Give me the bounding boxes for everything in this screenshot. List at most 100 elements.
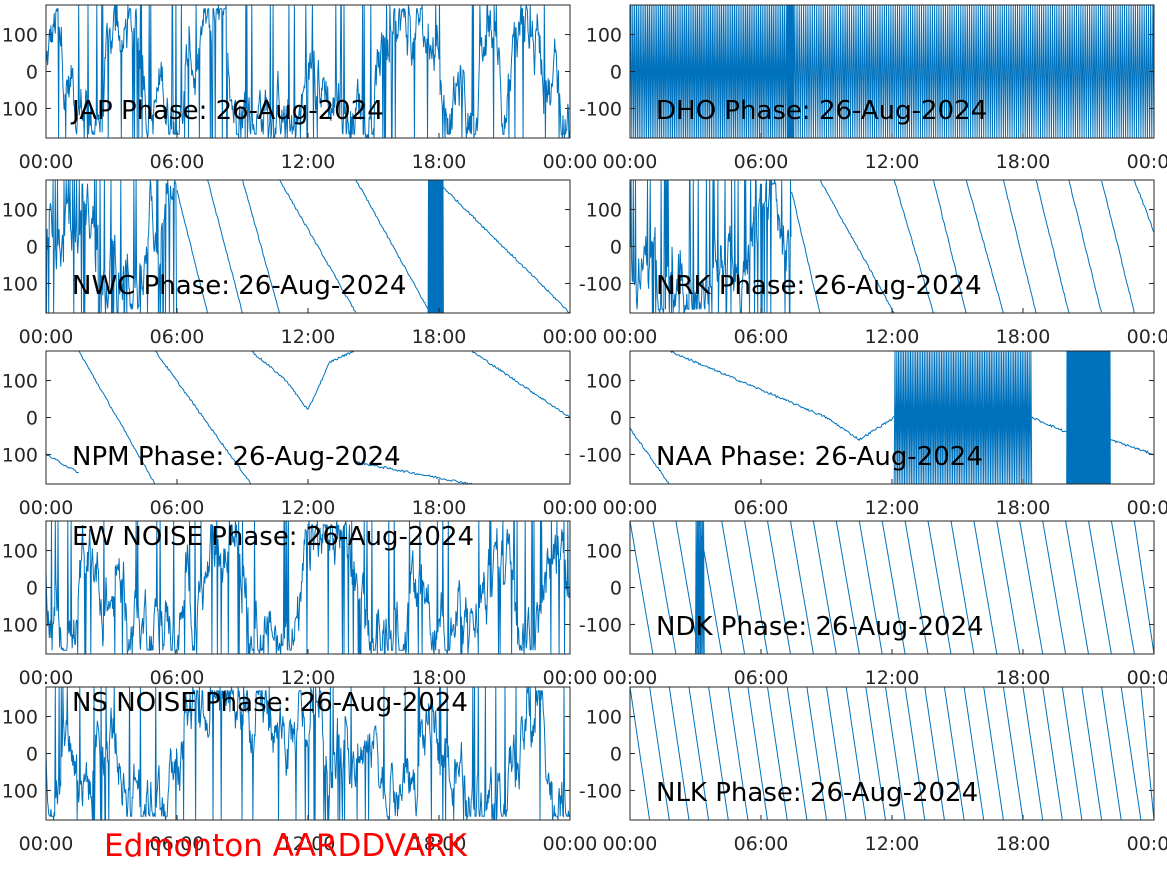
x-tick-label: 18:00 (996, 326, 1051, 348)
panel-title: NLK Phase: 26-Aug-2024 (656, 778, 978, 808)
panel-4: 100 0 -100 00:00 06:00 12:00 18:00 00:00 NRK Pha… (579, 179, 1167, 348)
x-tick-label: 18:00 (996, 151, 1051, 173)
y-tick-label: 100 (2, 541, 38, 563)
y-tick-label: -100 (579, 444, 622, 466)
x-tick-label: 06:00 (150, 667, 205, 689)
y-tick-label: 0 (610, 744, 622, 766)
x-tick-label: 18:00 (996, 833, 1051, 855)
x-tick-label: 00:00 (1127, 667, 1167, 689)
x-tick-label: 06:00 (150, 326, 205, 348)
x-tick-label: 00:00 (543, 326, 598, 348)
y-tick-label: 100 (586, 707, 622, 729)
y-tick-label: 100 (586, 200, 622, 222)
y-tick-label: -100 (579, 780, 622, 802)
panel-1: 100 0 100 00:00 06:00 12:00 18:00 00:00 JAP Phas… (2, 4, 598, 173)
y-tick-label: 0 (610, 62, 622, 84)
x-tick-label: 12:00 (865, 151, 920, 173)
x-tick-label: 06:00 (734, 667, 789, 689)
y-tick-label: 100 (2, 371, 38, 393)
x-tick-label: 06:00 (150, 497, 205, 519)
phase-trace (630, 351, 1154, 484)
x-tick-label: 06:00 (150, 833, 205, 855)
x-tick-label: 00:00 (19, 667, 74, 689)
y-tick-label: 100 (2, 707, 38, 729)
panel-title: NWC Phase: 26-Aug-2024 (72, 271, 406, 301)
x-tick-label: 06:00 (734, 497, 789, 519)
x-tick-label: 12:00 (865, 833, 920, 855)
y-tick-label: 100 (586, 371, 622, 393)
plot-area (46, 351, 570, 484)
station-label: Edmonton AARDDVARK (104, 828, 468, 864)
y-tick-label: 100 (2, 200, 38, 222)
y-tick-label: 0 (610, 578, 622, 600)
x-tick-label: 18:00 (996, 497, 1051, 519)
panel-5: 100 0 100 00:00 06:00 12:00 18:00 00:00 NPM Phas… (2, 350, 598, 519)
panel-title: DHO Phase: 26-Aug-2024 (656, 96, 987, 126)
x-tick-label: 00:00 (543, 151, 598, 173)
panel-3: 100 0 100 00:00 06:00 12:00 18:00 00:00 NWC Phas… (2, 179, 598, 348)
y-tick-label: 0 (26, 408, 38, 430)
phase-trace (630, 521, 1154, 654)
phase-trace (46, 521, 570, 654)
phase-trace (630, 5, 1154, 138)
x-tick-label: 12:00 (281, 151, 336, 173)
panel-title: NAA Phase: 26-Aug-2024 (656, 442, 983, 472)
y-tick-label: 100 (2, 780, 38, 802)
plot-area (630, 521, 1154, 654)
y-tick-label: 0 (610, 237, 622, 259)
panel-title: JAP Phase: 26-Aug-2024 (70, 96, 384, 126)
phase-trace (630, 687, 1154, 820)
phase-trace (46, 687, 570, 820)
y-tick-label: -100 (579, 98, 622, 120)
y-tick-label: -100 (579, 614, 622, 636)
x-tick-label: 06:00 (734, 833, 789, 855)
x-tick-label: 00:00 (1127, 326, 1167, 348)
panel-title: NS NOISE Phase: 26-Aug-2024 (72, 688, 468, 718)
panel-title: NPM Phase: 26-Aug-2024 (72, 442, 401, 472)
panel-title: NDK Phase: 26-Aug-2024 (656, 612, 984, 642)
x-tick-label: 00:00 (603, 497, 658, 519)
x-tick-label: 00:00 (19, 833, 74, 855)
x-tick-label: 18:00 (412, 667, 467, 689)
x-tick-label: 12:00 (865, 497, 920, 519)
x-tick-label: 00:00 (1127, 497, 1167, 519)
y-tick-label: -100 (579, 273, 622, 295)
x-tick-label: 06:00 (150, 151, 205, 173)
x-tick-label: 00:00 (603, 667, 658, 689)
y-tick-label: 0 (26, 578, 38, 600)
x-tick-label: 00:00 (543, 497, 598, 519)
y-tick-label: 100 (586, 541, 622, 563)
panel-9: 100 0 100 00:00 06:00 12:00 18:00 00:00 NS NOISE… (2, 686, 597, 855)
y-tick-label: 100 (2, 273, 38, 295)
y-tick-label: 100 (2, 25, 38, 47)
x-tick-label: 18:00 (412, 326, 467, 348)
panel-7: 100 0 100 00:00 06:00 12:00 18:00 00:00 EW NOISE… (2, 520, 598, 689)
panel-title: EW NOISE Phase: 26-Aug-2024 (72, 522, 474, 552)
x-tick-label: 00:00 (603, 151, 658, 173)
phase-trace (46, 351, 570, 484)
x-tick-label: 00:00 (19, 326, 74, 348)
y-tick-label: 0 (610, 408, 622, 430)
x-tick-label: 00:00 (19, 151, 74, 173)
x-tick-label: 00:00 (1127, 151, 1167, 173)
phase-trace (46, 5, 570, 138)
y-tick-label: 100 (2, 98, 38, 120)
x-tick-label: 00:00 (19, 497, 74, 519)
x-tick-label: 06:00 (734, 326, 789, 348)
x-tick-label: 12:00 (865, 667, 920, 689)
y-tick-label: 100 (586, 25, 622, 47)
x-tick-label: 18:00 (412, 497, 467, 519)
x-tick-label: 00:00 (543, 667, 598, 689)
y-tick-label: 100 (2, 444, 38, 466)
x-tick-label: 18:00 (996, 667, 1051, 689)
panel-2: 100 0 -100 00:00 06:00 12:00 18:00 00:00 DHO Pha… (579, 4, 1167, 173)
panel-title: NRK Phase: 26-Aug-2024 (656, 271, 982, 301)
x-tick-label: 00:00 (603, 326, 658, 348)
x-tick-label: 12:00 (281, 497, 336, 519)
y-tick-label: 100 (2, 614, 38, 636)
phase-trace (630, 180, 1154, 313)
x-tick-label: 00:00 (603, 833, 658, 855)
y-tick-label: 0 (26, 237, 38, 259)
x-tick-label: 06:00 (734, 151, 789, 173)
